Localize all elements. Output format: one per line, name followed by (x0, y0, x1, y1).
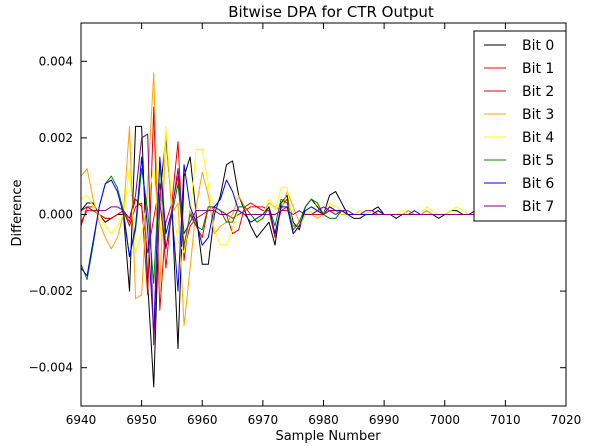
legend: Bit 0 Bit 1 Bit 2 Bit 3 Bit 4 Bit 5 Bit 6 Bit 7 (473, 30, 567, 222)
legend-label-bit-3: Bit 3 (522, 107, 554, 123)
ticks-layer: 6940 6950 6960 6970 6980 6990 7000 7010 7020 −0.0… (29, 23, 582, 427)
legend-label-bit-1: Bit 1 (522, 61, 554, 77)
legend-label-bit-6: Bit 6 (522, 176, 554, 192)
y-tick-label: 0.002 (39, 131, 73, 145)
y-axis-label: Difference (10, 179, 25, 246)
legend-label-bit-5: Bit 5 (522, 153, 554, 169)
y-tick-label: 0.000 (39, 208, 73, 222)
legend-label-bit-2: Bit 2 (522, 84, 554, 100)
legend-box (473, 30, 567, 222)
legend-label-bit-4: Bit 4 (522, 130, 554, 146)
y-tick-label: −0.004 (29, 361, 73, 375)
x-tick-label: 6970 (248, 413, 279, 427)
x-tick-label: 7000 (429, 413, 460, 427)
x-tick-label: 6980 (308, 413, 339, 427)
y-tick-label: −0.002 (29, 284, 73, 298)
x-tick-label: 6990 (369, 413, 400, 427)
legend-label-bit-0: Bit 0 (522, 38, 554, 54)
legend-label-bit-7: Bit 7 (522, 199, 554, 215)
x-tick-label: 7020 (551, 413, 582, 427)
x-tick-label: 6950 (126, 413, 157, 427)
x-tick-label: 6960 (187, 413, 218, 427)
x-tick-label: 7010 (490, 413, 521, 427)
y-tick-label: 0.004 (39, 54, 73, 68)
chart-title: Bitwise DPA for CTR Output (228, 3, 434, 21)
x-axis-label: Sample Number (275, 429, 381, 444)
x-tick-label: 6940 (66, 413, 97, 427)
